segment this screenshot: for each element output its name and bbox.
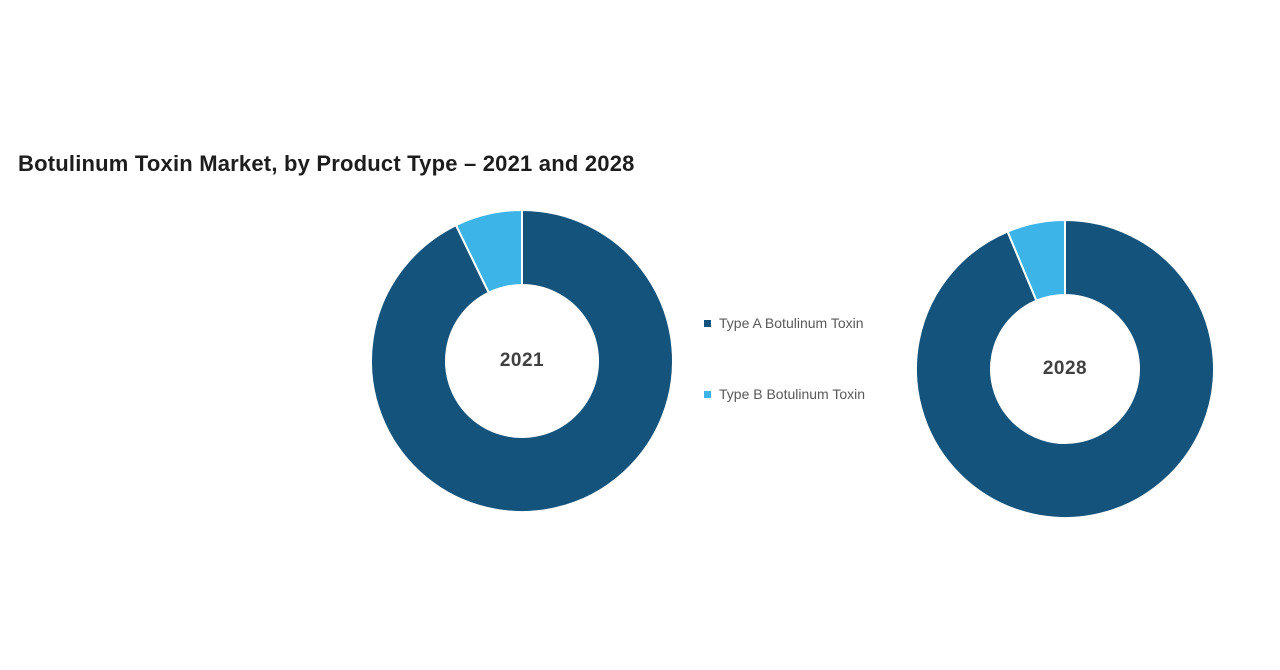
donut-svg-2028 xyxy=(915,219,1215,519)
legend: Type A Botulinum Toxin Type B Botulinum … xyxy=(704,315,865,402)
donut-segment-type-b-2028 xyxy=(1006,219,1066,302)
chart-title: Botulinum Toxin Market, by Product Type … xyxy=(18,151,635,176)
donut-svg-2021 xyxy=(370,209,674,513)
legend-label-type-a: Type A Botulinum Toxin xyxy=(719,315,864,331)
donut-chart-2021: 2021 xyxy=(367,206,677,516)
legend-item-type-b: Type B Botulinum Toxin xyxy=(704,386,865,402)
donut-chart-2028: 2028 xyxy=(910,214,1220,524)
legend-swatch-type-b-icon xyxy=(704,390,711,398)
donut-segment-type-b-2021 xyxy=(455,209,523,294)
legend-label-type-b: Type B Botulinum Toxin xyxy=(719,386,866,402)
donut-segment-type-a-2028 xyxy=(915,219,1215,519)
legend-item-type-a: Type A Botulinum Toxin xyxy=(704,315,865,331)
donut-segment-type-a-2021 xyxy=(370,209,674,513)
legend-swatch-type-a-icon xyxy=(704,319,711,327)
